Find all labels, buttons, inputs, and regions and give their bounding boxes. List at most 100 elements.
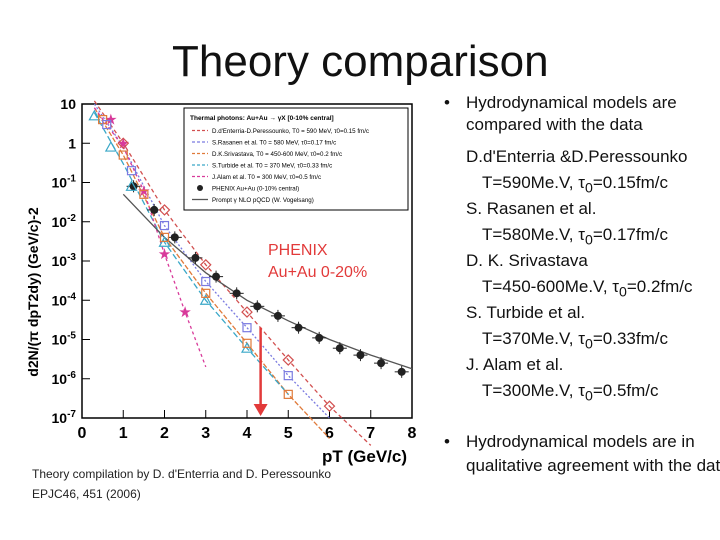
enterria-point	[158, 204, 171, 216]
enterria-point	[323, 400, 336, 413]
bullet-2-text: Hydrodynamical models are in qualitative…	[466, 432, 720, 475]
srivastava-point	[159, 232, 170, 242]
srivastava-point	[139, 189, 149, 199]
bullet-dot: •	[444, 432, 450, 451]
legend-entry: S.Rasanen et al. T0 = 580 MeV, τ0=0.17 f…	[212, 140, 336, 147]
x-tick-label: 0	[78, 425, 87, 442]
enterria-point	[282, 354, 295, 366]
model-item: S. Rasanen et al. T=580Me.V, τ0=0.17fm/c	[466, 196, 720, 248]
bullet-2: • Hydrodynamical models are in qualitati…	[440, 430, 720, 478]
bullet-1: • Hydrodynamical models are compared wit…	[440, 92, 720, 136]
legend-entry: Prompt γ NLO pQCD (W. Vogelsang)	[212, 197, 314, 204]
bullet-dot: •	[444, 93, 450, 112]
bullet-1-text: Hydrodynamical models are compared with …	[466, 93, 677, 134]
srivastava-point	[283, 389, 293, 399]
x-tick-label: 5	[284, 425, 293, 442]
y-tick-label: 10-2	[52, 213, 77, 230]
phenix-point	[377, 359, 386, 368]
model-item: J. Alam et al. T=300Me.V, τ0=0.5fm/c	[466, 352, 720, 404]
turbide-point	[88, 109, 101, 121]
y-tick-label: 10	[60, 96, 76, 112]
slide-title: Theory comparison	[172, 37, 549, 86]
model-name: S. Turbide et al.	[466, 303, 586, 322]
phenix-point	[150, 205, 159, 214]
credit-line-1: Theory compilation by D. d'Enterria and …	[32, 467, 332, 481]
model-item: D. K. Srivastava T=450-600Me.V, τ0=0.2fm…	[466, 248, 720, 300]
phenix-point	[335, 344, 344, 353]
turbide-curve	[93, 112, 289, 395]
y-tick-label: 10-4	[52, 291, 77, 308]
rasanen-point	[126, 166, 137, 176]
bullet-list: • Hydrodynamical models are compared wit…	[440, 92, 720, 404]
annotation-line-2: Au+Au 0-20%	[268, 264, 368, 281]
srivastava-point	[201, 288, 211, 298]
x-tick-label: 6	[325, 425, 334, 442]
y-tick-label: 1	[68, 135, 76, 151]
x-tick-label: 8	[408, 425, 417, 442]
x-tick-label: 3	[201, 425, 210, 442]
credit-line-2: EPJC46, 451 (2006)	[32, 487, 141, 501]
x-tick-label: 1	[119, 425, 128, 442]
model-params: T=370Me.V, τ0=0.33fm/c	[482, 329, 668, 353]
turbide-point	[199, 294, 212, 305]
model-name: D.d'Enterria &D.Peressounko	[466, 147, 688, 166]
credit: Theory compilation by D. d'Enterria and …	[32, 464, 331, 504]
model-name: D. K. Srivastava	[466, 251, 588, 270]
legend-marker	[197, 185, 203, 191]
y-tick-label: 10-1	[52, 174, 77, 191]
phenix-annotation: PHENIX Au+Au 0-20%	[268, 240, 367, 284]
rasanen-point	[201, 276, 211, 287]
y-tick-label: 10-3	[52, 252, 77, 269]
model-params: T=300Me.V, τ0=0.5fm/c	[482, 381, 659, 405]
phenix-point	[294, 323, 303, 332]
alam-point: ★	[158, 246, 171, 263]
y-tick-label: 10-5	[52, 331, 77, 348]
legend-frame	[183, 107, 409, 211]
alam-curve	[93, 107, 207, 368]
legend-entry: S.Turbide et al. T0 = 370 MeV, τ0=0.33 f…	[212, 163, 332, 170]
phenix-point	[191, 253, 200, 262]
model-name: S. Rasanen et al.	[466, 199, 597, 218]
model-params: T=580Me.V, τ0=0.17fm/c	[482, 225, 668, 249]
alam-point: ★	[137, 183, 150, 200]
phenix-point	[232, 289, 241, 298]
x-tick-label: 7	[366, 425, 375, 442]
phenix-point	[170, 233, 179, 242]
enterria-point	[241, 306, 253, 318]
x-tick-label: 4	[243, 425, 252, 442]
legend-entry: PHENIX Au+Au (0-10% central)	[212, 186, 299, 193]
y-tick-label: 10-6	[52, 370, 77, 387]
phenix-point	[397, 367, 406, 376]
alam-point: ★	[178, 304, 191, 321]
enterria-curve	[93, 100, 372, 446]
y-tick-label: 10-7	[52, 409, 77, 426]
phenix-point	[253, 302, 262, 311]
rasanen-point	[242, 323, 252, 333]
model-params: T=590Me.V, τ0=0.15fm/c	[482, 173, 668, 197]
legend-entry: D.K.Srivastava, T0 = 450-600 MeV, τ0=0.2…	[212, 151, 342, 158]
enterria-point	[199, 258, 212, 271]
legend-header: Thermal photons: Au+Au → γX [0-10% centr…	[190, 115, 334, 122]
prompt-curve	[122, 193, 413, 370]
legend-box: Thermal photons: Au+Au → γX [0-10% centr…	[183, 107, 409, 211]
rasanen-point	[102, 119, 112, 130]
x-axis-label: pT (GeV/c)	[322, 447, 407, 466]
phenix-point	[356, 351, 365, 360]
phenix-point	[273, 311, 282, 320]
srivastava-point	[242, 338, 252, 348]
model-params: T=450-600Me.V, τ0=0.2fm/c	[482, 277, 693, 301]
x-tick-label: 2	[160, 425, 169, 442]
y-axis-label: d2N/(π dpT2dy) (GeV/c)-2	[25, 207, 41, 377]
red-arrow-head	[253, 404, 268, 416]
legend-entry: J.Alam et al. T0 = 300 MeV, τ0=0.5 fm/c	[212, 174, 321, 181]
turbide-point	[125, 180, 138, 191]
turbide-point	[104, 140, 117, 152]
annotation-line-1: PHENIX	[268, 242, 328, 259]
phenix-point	[212, 272, 221, 281]
phenix-point	[315, 333, 324, 342]
legend-entry: D.d'Enterria-D.Peressounko, T0 = 590 MeV…	[212, 128, 369, 135]
spectrum-chart: 0 1 2 3 4 5 6 7 8 10 1 10-1 10-2 10-3 10-4 10-5 10-6 10-7…	[25, 96, 417, 466]
model-item: S. Turbide et al. T=370Me.V, τ0=0.33fm/c	[466, 300, 720, 352]
model-item: D.d'Enterria &D.Peressounko T=590Me.V, τ…	[466, 144, 720, 196]
alam-point: ★	[117, 135, 130, 152]
